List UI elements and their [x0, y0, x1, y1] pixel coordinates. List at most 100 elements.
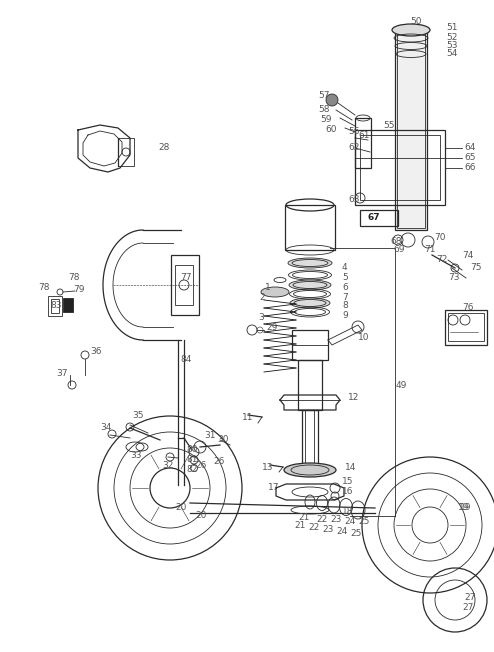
Bar [355, 130, 445, 205]
Text: 20: 20 [195, 512, 206, 520]
Text: 6: 6 [342, 284, 348, 293]
Text: 9: 9 [342, 310, 348, 319]
Text: 61: 61 [358, 130, 370, 140]
Text: 25: 25 [358, 518, 370, 527]
Bar [445, 310, 487, 345]
Bar [292, 330, 328, 360]
Text: 31: 31 [204, 430, 215, 439]
Text: 54: 54 [446, 50, 457, 59]
Text: 52: 52 [446, 33, 457, 42]
Text: 64: 64 [464, 143, 475, 153]
Text: 23: 23 [330, 516, 341, 524]
Ellipse shape [284, 463, 336, 477]
Text: 58: 58 [318, 106, 329, 115]
Text: 15: 15 [342, 477, 354, 486]
Text: 22: 22 [308, 524, 319, 533]
Text: 27: 27 [464, 593, 475, 602]
Bar [118, 138, 134, 166]
Text: 30: 30 [217, 436, 229, 445]
Circle shape [326, 94, 338, 106]
Bar [298, 360, 322, 410]
Text: 78: 78 [68, 273, 80, 282]
Bar [355, 118, 371, 168]
Text: 75: 75 [470, 263, 482, 273]
Bar [397, 32, 425, 228]
Text: 60: 60 [325, 125, 336, 134]
Text: 49: 49 [396, 381, 408, 389]
Text: 24: 24 [344, 516, 355, 526]
Text: 10: 10 [358, 334, 370, 342]
Text: 82: 82 [186, 466, 198, 475]
Text: 80: 80 [186, 445, 198, 454]
Bar [48, 296, 62, 316]
Text: 1: 1 [265, 284, 271, 293]
Text: 8: 8 [342, 301, 348, 310]
Text: 24: 24 [336, 527, 347, 537]
Text: 12: 12 [348, 394, 359, 402]
Text: 66: 66 [464, 164, 476, 173]
Text: 68: 68 [390, 237, 402, 246]
Text: 51: 51 [446, 23, 457, 33]
Text: 72: 72 [436, 256, 448, 265]
Text: 62: 62 [348, 143, 359, 153]
Text: 35: 35 [132, 411, 143, 421]
Text: 21: 21 [294, 522, 305, 531]
Text: 21: 21 [298, 514, 309, 522]
Text: 5: 5 [342, 273, 348, 282]
Text: 59: 59 [320, 115, 331, 125]
Text: 27: 27 [462, 604, 473, 612]
Ellipse shape [261, 287, 289, 297]
Text: 34: 34 [100, 424, 111, 432]
Ellipse shape [289, 280, 331, 290]
Text: 76: 76 [462, 303, 474, 312]
Text: 18: 18 [342, 507, 354, 516]
Text: 55: 55 [383, 121, 395, 130]
Text: 13: 13 [262, 464, 274, 473]
Bar [448, 313, 484, 341]
Text: 74: 74 [462, 252, 473, 261]
Text: 2: 2 [259, 293, 265, 303]
Bar [360, 210, 398, 226]
Ellipse shape [392, 24, 430, 36]
Text: 77: 77 [180, 273, 192, 282]
Text: 26: 26 [213, 458, 224, 466]
Text: 53: 53 [446, 42, 457, 50]
Text: 23: 23 [322, 526, 333, 535]
Bar [360, 135, 440, 200]
Text: 33: 33 [130, 451, 141, 460]
Bar [63, 298, 73, 312]
Text: 11: 11 [242, 413, 253, 422]
Text: 83: 83 [50, 301, 61, 310]
Text: 67: 67 [368, 213, 380, 222]
Text: 73: 73 [448, 273, 459, 282]
Text: 37: 37 [56, 368, 68, 378]
Text: 65: 65 [464, 153, 476, 162]
Text: 7: 7 [342, 293, 348, 301]
Text: 70: 70 [434, 233, 446, 243]
Text: 79: 79 [73, 286, 84, 295]
Text: 78: 78 [38, 284, 49, 293]
Text: 57: 57 [318, 91, 329, 100]
Text: 63: 63 [348, 196, 360, 205]
Text: 29: 29 [266, 323, 277, 333]
Text: 19: 19 [460, 503, 471, 512]
Text: 50: 50 [410, 18, 421, 27]
Bar [285, 205, 335, 250]
Ellipse shape [290, 298, 330, 308]
Bar [51, 299, 59, 313]
Text: 19: 19 [458, 503, 469, 512]
Bar [171, 255, 199, 315]
Text: 20: 20 [175, 503, 186, 512]
Text: 81: 81 [186, 456, 198, 464]
Text: 22: 22 [316, 514, 327, 524]
Text: 32: 32 [162, 460, 173, 469]
Ellipse shape [288, 258, 332, 268]
Text: 3: 3 [258, 314, 264, 323]
Text: 69: 69 [393, 246, 405, 254]
Text: 36: 36 [90, 348, 101, 357]
Text: 28: 28 [158, 143, 169, 153]
Text: 26: 26 [195, 460, 206, 469]
Text: 17: 17 [268, 484, 280, 492]
Bar [175, 265, 193, 305]
Text: 4: 4 [342, 263, 348, 273]
